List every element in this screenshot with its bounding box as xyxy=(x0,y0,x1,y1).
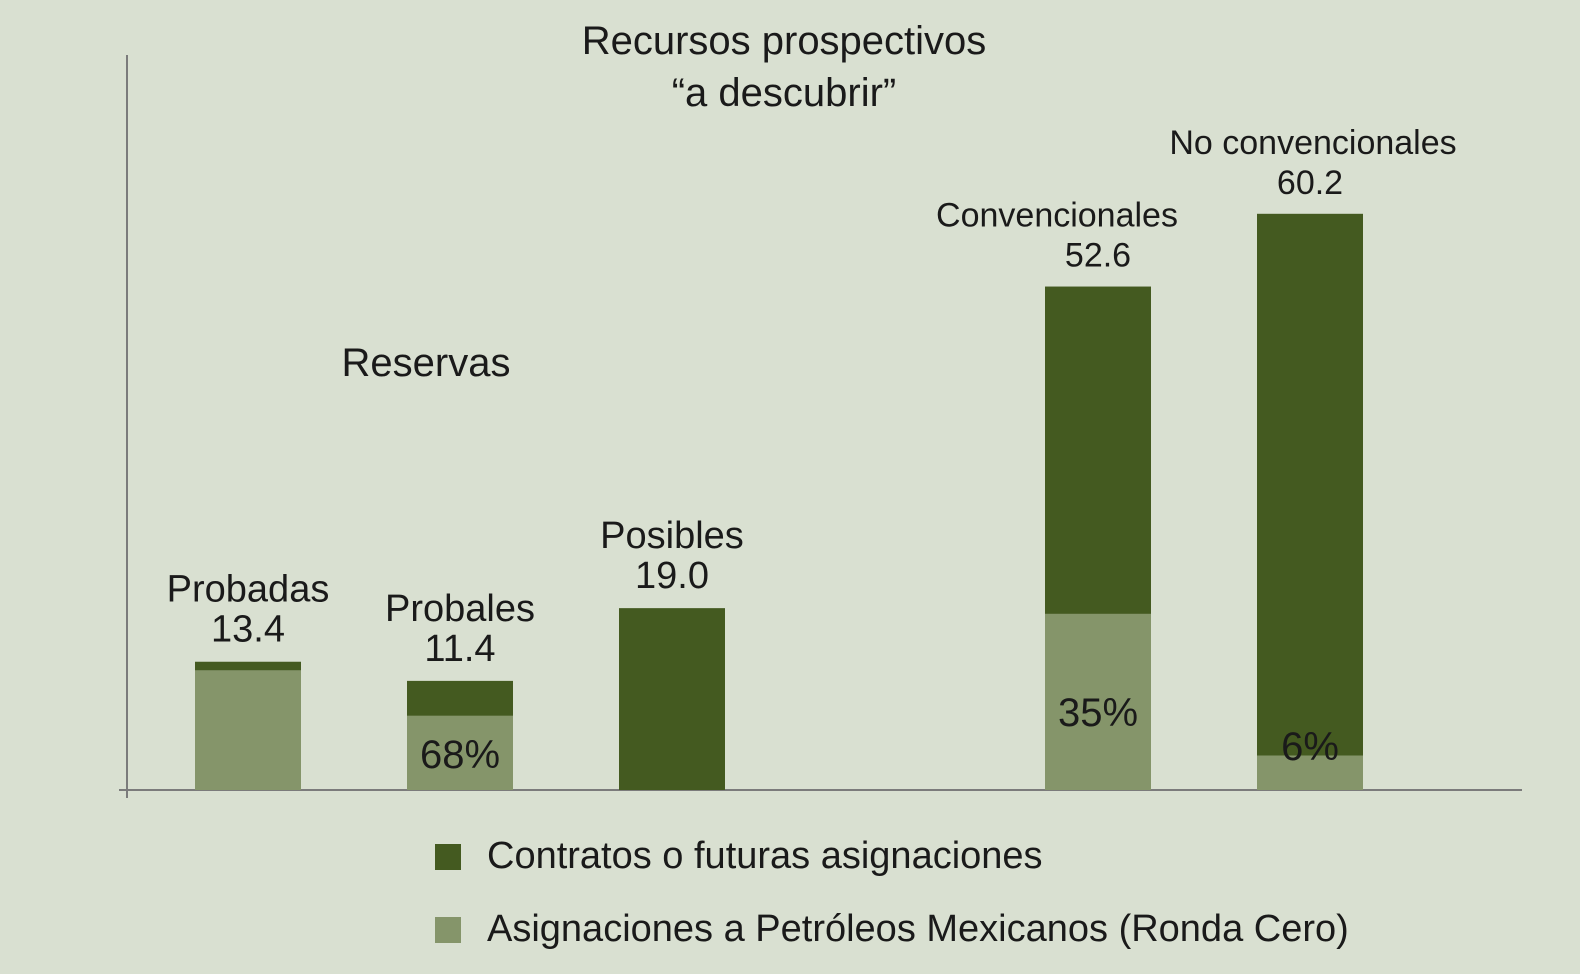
category-label-0: Probadas xyxy=(167,569,330,611)
bar-asignaciones-3 xyxy=(1045,613,1151,790)
legend-label-asignaciones: Asignaciones a Petróleos Mexicanos (Rond… xyxy=(487,908,1349,950)
legend-item-asignaciones: Asignaciones a Petróleos Mexicanos (Rond… xyxy=(435,908,1349,951)
category-label-2: Posibles xyxy=(600,515,744,557)
bar-contratos-1 xyxy=(407,680,513,716)
bar-contratos-4 xyxy=(1257,213,1363,756)
bars xyxy=(195,213,1363,790)
bar-asignaciones-4 xyxy=(1257,755,1363,790)
group-label-reservas: Reservas xyxy=(342,341,511,385)
total-label-3: 52.6 xyxy=(1065,237,1131,275)
bar-contratos-3 xyxy=(1045,286,1151,614)
total-label-4: 60.2 xyxy=(1277,164,1343,202)
share-label-4: 6% xyxy=(1281,725,1339,769)
category-label-3: Convencionales xyxy=(936,197,1178,235)
total-label-2: 19.0 xyxy=(635,555,709,597)
total-label-1: 11.4 xyxy=(424,628,495,670)
group-label-recursos-line-1: Recursos prospectivos xyxy=(582,19,987,63)
share-label-1: 68% xyxy=(420,733,500,777)
legend-label-contratos: Contratos o futuras asignaciones xyxy=(487,835,1043,877)
bar-asignaciones-1 xyxy=(407,715,513,790)
bar-asignaciones-0 xyxy=(195,670,301,790)
share-label-3: 35% xyxy=(1058,691,1138,735)
category-label-4: No convencionales xyxy=(1169,124,1456,162)
group-label-recursos-line-2: “a descubrir” xyxy=(672,71,897,115)
bar-contratos-2 xyxy=(619,608,725,790)
legend-swatch-asignaciones xyxy=(435,916,461,943)
legend-item-contratos: Contratos o futuras asignaciones xyxy=(435,835,1043,878)
total-label-0: 13.4 xyxy=(211,609,285,651)
bar-contratos-0 xyxy=(195,661,301,671)
legend-swatch-contratos xyxy=(435,843,461,870)
category-label-1: Probales xyxy=(385,588,535,630)
